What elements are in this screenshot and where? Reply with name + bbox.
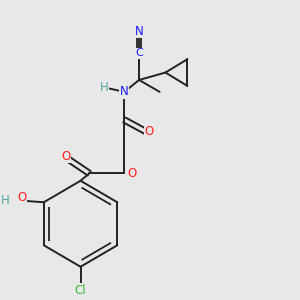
Text: O: O — [127, 167, 136, 180]
Text: N: N — [120, 85, 129, 98]
Text: H: H — [2, 194, 10, 207]
Text: O: O — [61, 150, 70, 163]
Text: N: N — [135, 25, 143, 38]
Text: Cl: Cl — [75, 284, 86, 297]
Text: C: C — [135, 48, 143, 58]
Text: H: H — [100, 81, 108, 94]
Text: O: O — [145, 125, 154, 138]
Text: O: O — [17, 191, 26, 204]
